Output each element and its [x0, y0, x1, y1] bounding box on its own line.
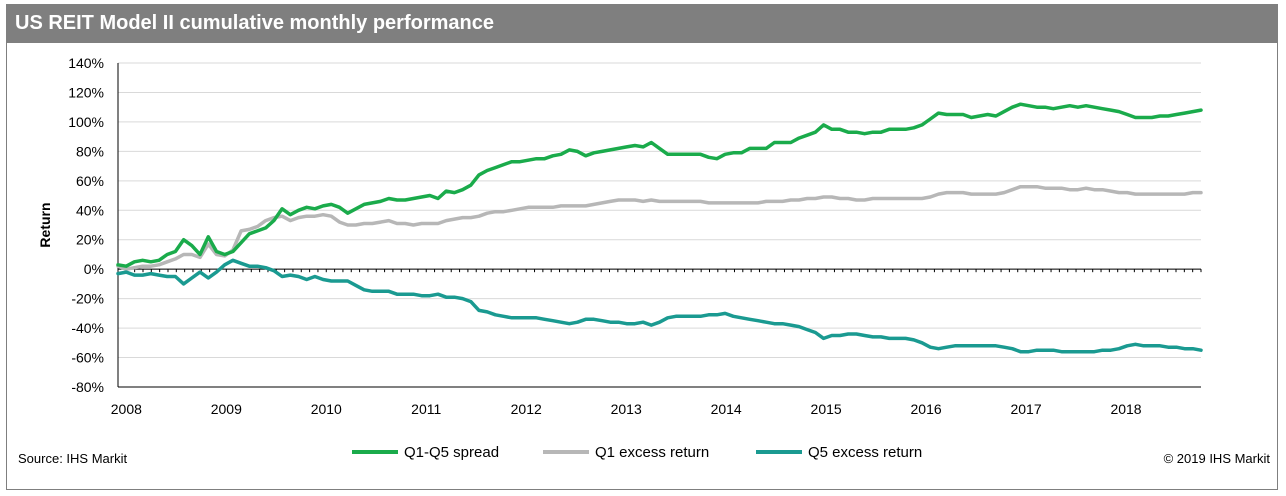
y-tick-label: -20%: [71, 291, 104, 307]
y-tick-label: -80%: [71, 379, 104, 395]
y-tick-label: 140%: [68, 55, 104, 71]
y-axis-label: Return: [37, 202, 53, 247]
legend-label-q5: Q5 excess return: [808, 444, 923, 461]
y-tick-label: 40%: [76, 202, 104, 218]
chart-frame: US REIT Model II cumulative monthly perf…: [6, 4, 1278, 490]
legend-swatch-q5: [756, 450, 802, 455]
series-line-spread: [116, 102, 1203, 268]
x-tick-label: 2017: [1010, 401, 1041, 417]
y-tick-label: 60%: [76, 173, 104, 189]
y-tick-label: 100%: [68, 114, 104, 130]
x-tick-label: 2009: [211, 401, 242, 417]
x-tick-label: 2011: [411, 401, 441, 417]
x-tick-label: 2013: [611, 401, 642, 417]
legend-item-spread: Q1-Q5 spread: [352, 444, 499, 461]
legend-item-q5: Q5 excess return: [756, 444, 922, 461]
y-tick-label: 120%: [68, 84, 104, 100]
legend-swatch-spread: [352, 450, 398, 455]
x-tick-label: 2015: [811, 401, 842, 417]
series-line-q5-excess: [116, 258, 1203, 354]
legend: Q1-Q5 spread Q1 excess return Q5 excess …: [0, 440, 1286, 468]
legend-item-q1: Q1 excess return: [543, 444, 709, 461]
y-tick-label: -60%: [71, 350, 104, 366]
x-tick-label: 2012: [511, 401, 542, 417]
y-tick-label: 20%: [76, 232, 104, 248]
title-bar: US REIT Model II cumulative monthly perf…: [7, 5, 1277, 43]
x-tick-label: 2018: [1110, 401, 1141, 417]
copyright-note: © 2019 IHS Markit: [1163, 451, 1270, 466]
x-tick-label: 2010: [311, 401, 342, 417]
y-tick-label: 80%: [76, 143, 104, 159]
source-note: Source: IHS Markit: [18, 451, 128, 466]
legend-label-q1: Q1 excess return: [595, 444, 710, 461]
legend-label-spread: Q1-Q5 spread: [404, 444, 500, 461]
y-tick-label: -40%: [71, 320, 104, 336]
x-tick-label: 2016: [911, 401, 942, 417]
x-tick-label: 2008: [111, 401, 142, 417]
legend-swatch-q1: [543, 450, 589, 455]
chart-title: US REIT Model II cumulative monthly perf…: [15, 12, 494, 34]
y-tick-label: 0%: [84, 261, 104, 277]
series-line-q1-excess: [116, 184, 1203, 271]
x-tick-label: 2014: [711, 401, 742, 417]
